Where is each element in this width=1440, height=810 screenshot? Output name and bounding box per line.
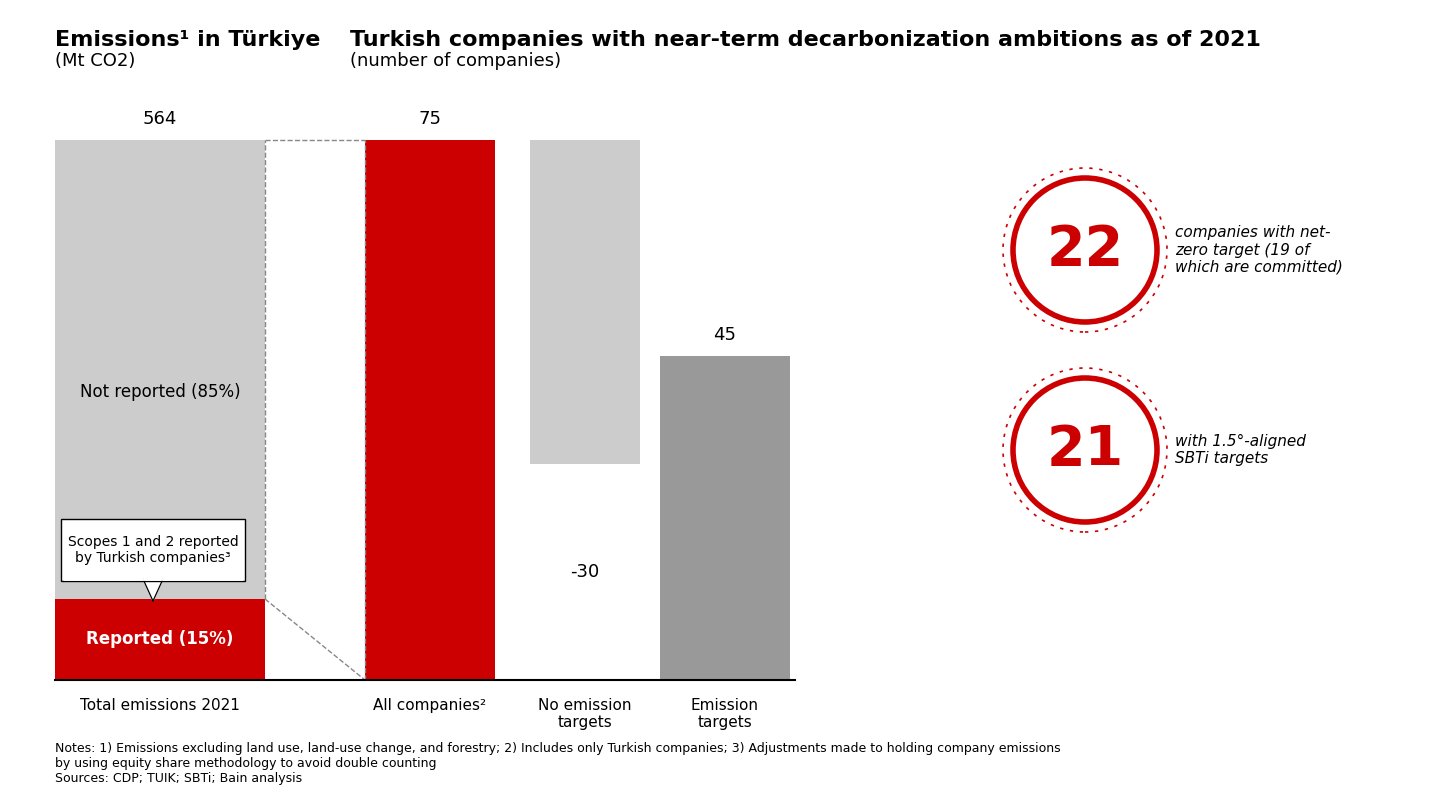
Bar (364, 140, 495, 680)
Bar (660, 356, 791, 680)
Text: -30: -30 (570, 563, 599, 581)
Text: (number of companies): (number of companies) (350, 52, 562, 70)
Text: Turkish companies with near-term decarbonization ambitions as of 2021: Turkish companies with near-term decarbo… (350, 30, 1261, 50)
Text: Reported (15%): Reported (15%) (86, 630, 233, 649)
Text: companies with net-
zero target (19 of
which are committed): companies with net- zero target (19 of w… (1175, 225, 1344, 275)
Bar (530, 140, 639, 464)
Text: Total emissions 2021: Total emissions 2021 (81, 698, 240, 713)
Text: All companies²: All companies² (373, 698, 487, 713)
Text: 22: 22 (1047, 223, 1123, 277)
Bar (55, 599, 265, 680)
Text: (Mt CO2): (Mt CO2) (55, 52, 135, 70)
Text: Not reported (85%): Not reported (85%) (79, 383, 240, 402)
FancyBboxPatch shape (60, 519, 245, 581)
Text: 45: 45 (713, 326, 736, 344)
Text: 75: 75 (419, 110, 442, 128)
Text: 21: 21 (1047, 423, 1123, 477)
Bar (55, 140, 265, 599)
Text: Emissions¹ in Türkiye: Emissions¹ in Türkiye (55, 30, 320, 50)
Text: Scopes 1 and 2 reported
by Turkish companies³: Scopes 1 and 2 reported by Turkish compa… (68, 535, 239, 565)
Text: Emission
targets: Emission targets (691, 698, 759, 731)
Text: No emission
targets: No emission targets (539, 698, 632, 731)
Text: with 1.5°-aligned
SBTi targets: with 1.5°-aligned SBTi targets (1175, 434, 1306, 467)
Text: 564: 564 (143, 110, 177, 128)
Text: Notes: 1) Emissions excluding land use, land-use change, and forestry; 2) Includ: Notes: 1) Emissions excluding land use, … (55, 742, 1061, 785)
Polygon shape (143, 579, 163, 601)
